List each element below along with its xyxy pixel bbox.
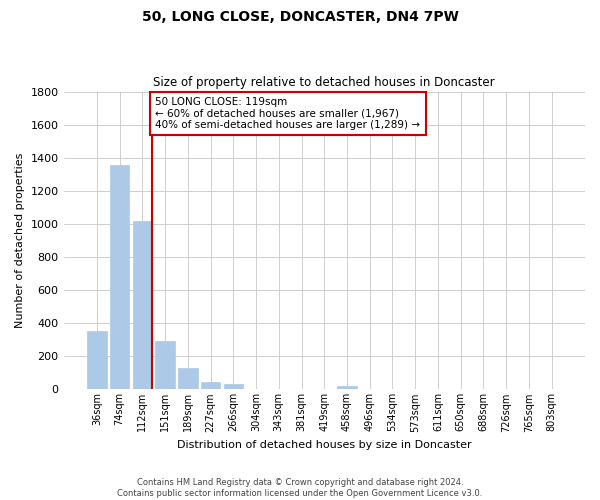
Bar [337,386,356,390]
Bar [110,164,130,390]
Y-axis label: Number of detached properties: Number of detached properties [15,153,25,328]
Bar [87,330,107,390]
Bar [133,221,152,390]
Bar [155,342,175,390]
Bar [201,382,220,390]
Text: 50, LONG CLOSE, DONCASTER, DN4 7PW: 50, LONG CLOSE, DONCASTER, DN4 7PW [142,10,458,24]
Bar [224,384,243,390]
Bar [178,368,197,390]
X-axis label: Distribution of detached houses by size in Doncaster: Distribution of detached houses by size … [177,440,472,450]
Text: Contains HM Land Registry data © Crown copyright and database right 2024.
Contai: Contains HM Land Registry data © Crown c… [118,478,482,498]
Text: 50 LONG CLOSE: 119sqm
← 60% of detached houses are smaller (1,967)
40% of semi-d: 50 LONG CLOSE: 119sqm ← 60% of detached … [155,97,421,130]
Title: Size of property relative to detached houses in Doncaster: Size of property relative to detached ho… [154,76,495,90]
